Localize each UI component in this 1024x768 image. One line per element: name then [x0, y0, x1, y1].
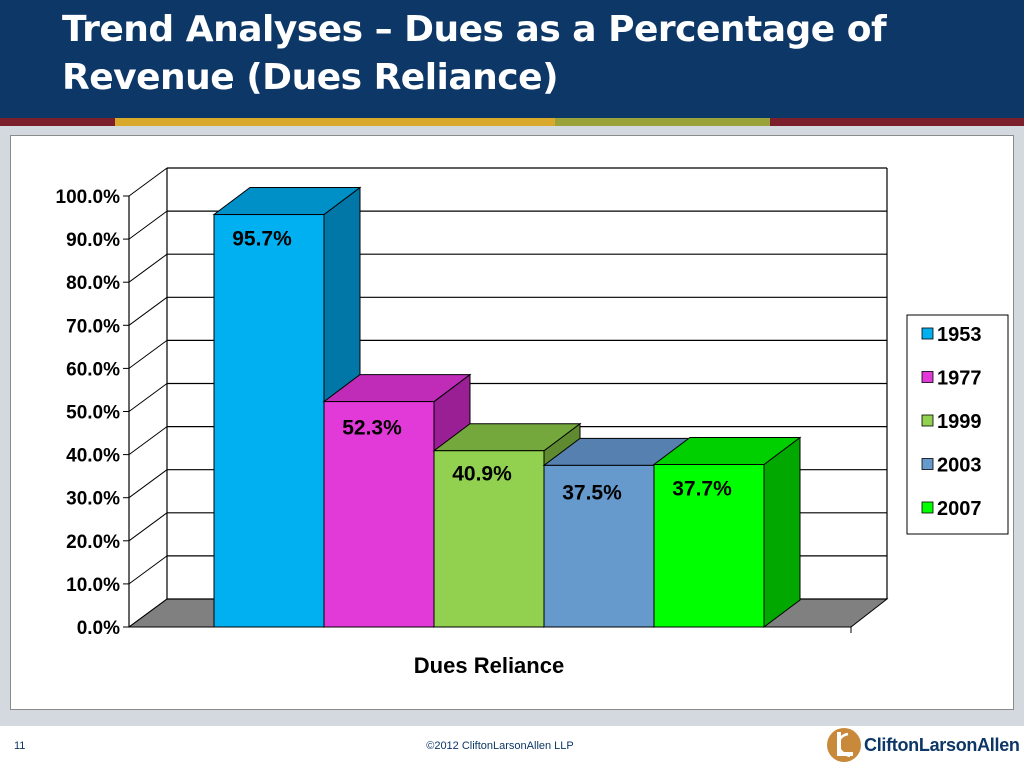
gridline-side: [128, 383, 168, 412]
legend-swatch: [921, 414, 934, 427]
bar-front: [653, 464, 765, 628]
stripe-segment: [770, 118, 1024, 126]
y-tick-label: 90.0%: [66, 230, 120, 251]
legend-label: 1953: [937, 324, 982, 346]
gridline-side: [128, 339, 168, 369]
accent-stripe: [0, 118, 1024, 126]
y-tick-label: 10.0%: [66, 575, 120, 596]
y-tick-label: 50.0%: [66, 403, 120, 424]
company-logo: CliftonLarsonAllen: [826, 724, 1020, 764]
bar-front: [433, 450, 545, 628]
bar-2007: [652, 436, 802, 628]
stripe-segment: [115, 118, 555, 126]
copyright-text: ©2012 CliftonLarsonAllen LLP: [426, 740, 574, 752]
gridline-side: [128, 555, 168, 585]
slide-title: Trend Analyses – Dues as a Percentage of…: [62, 9, 887, 98]
page-number: 11: [14, 740, 26, 752]
gridline-side: [128, 512, 168, 542]
legend-label: 2007: [937, 498, 982, 520]
bar-front: [323, 401, 435, 628]
y-tick-label: 30.0%: [66, 489, 120, 510]
bar-chart: 0.0% 10.0% 20.0% 30.0% 40.0% 50.0% 60.0% 70.0% 8…: [56, 167, 1009, 678]
gridline-side: [128, 426, 168, 456]
bar-front: [543, 464, 655, 628]
y-tick-label: 80.0%: [66, 273, 120, 294]
x-category-label: Dues Reliance: [414, 653, 564, 678]
data-label: 52.3%: [342, 417, 402, 440]
legend-label: 1999: [937, 411, 982, 433]
legend-label: 2003: [937, 455, 982, 477]
legend: 1953 1977 1999 2003 2007: [906, 314, 1009, 535]
gridline-side: [128, 253, 168, 283]
stripe-segment: [0, 118, 115, 126]
legend-swatch: [921, 371, 934, 383]
legend-swatch: [921, 327, 934, 340]
gridline-side: [128, 469, 168, 499]
legend-swatch: [921, 458, 934, 470]
chart-panel: 0.0% 10.0% 20.0% 30.0% 40.0% 50.0% 60.0% 70.0% 8…: [10, 135, 1014, 710]
y-tick-label: 0.0%: [77, 618, 120, 639]
legend-swatch: [921, 501, 934, 514]
gridline-side: [128, 296, 168, 326]
bar-side: [763, 436, 801, 628]
bar-front: [213, 214, 325, 628]
y-tick-label: 40.0%: [66, 446, 120, 467]
slide-header: Trend Analyses – Dues as a Percentage of…: [0, 0, 1024, 118]
data-label: 37.7%: [672, 478, 732, 501]
gridline-side: [128, 598, 168, 628]
data-label: 37.5%: [562, 481, 622, 504]
y-tick-label: 100.0%: [56, 187, 121, 208]
gridline-side: [128, 210, 168, 240]
y-tick-label: 20.0%: [66, 532, 120, 553]
stripe-segment: [555, 118, 770, 126]
legend-label: 1977: [937, 368, 982, 390]
logo-text: CliftonLarsonAllen: [864, 735, 1020, 755]
y-tick-label: 60.0%: [66, 359, 120, 380]
gridline-side: [128, 167, 168, 197]
data-label: 95.7%: [232, 228, 292, 251]
logo-mark-icon: [827, 728, 861, 762]
data-label: 40.9%: [452, 463, 512, 486]
y-tick-label: 70.0%: [66, 316, 120, 337]
